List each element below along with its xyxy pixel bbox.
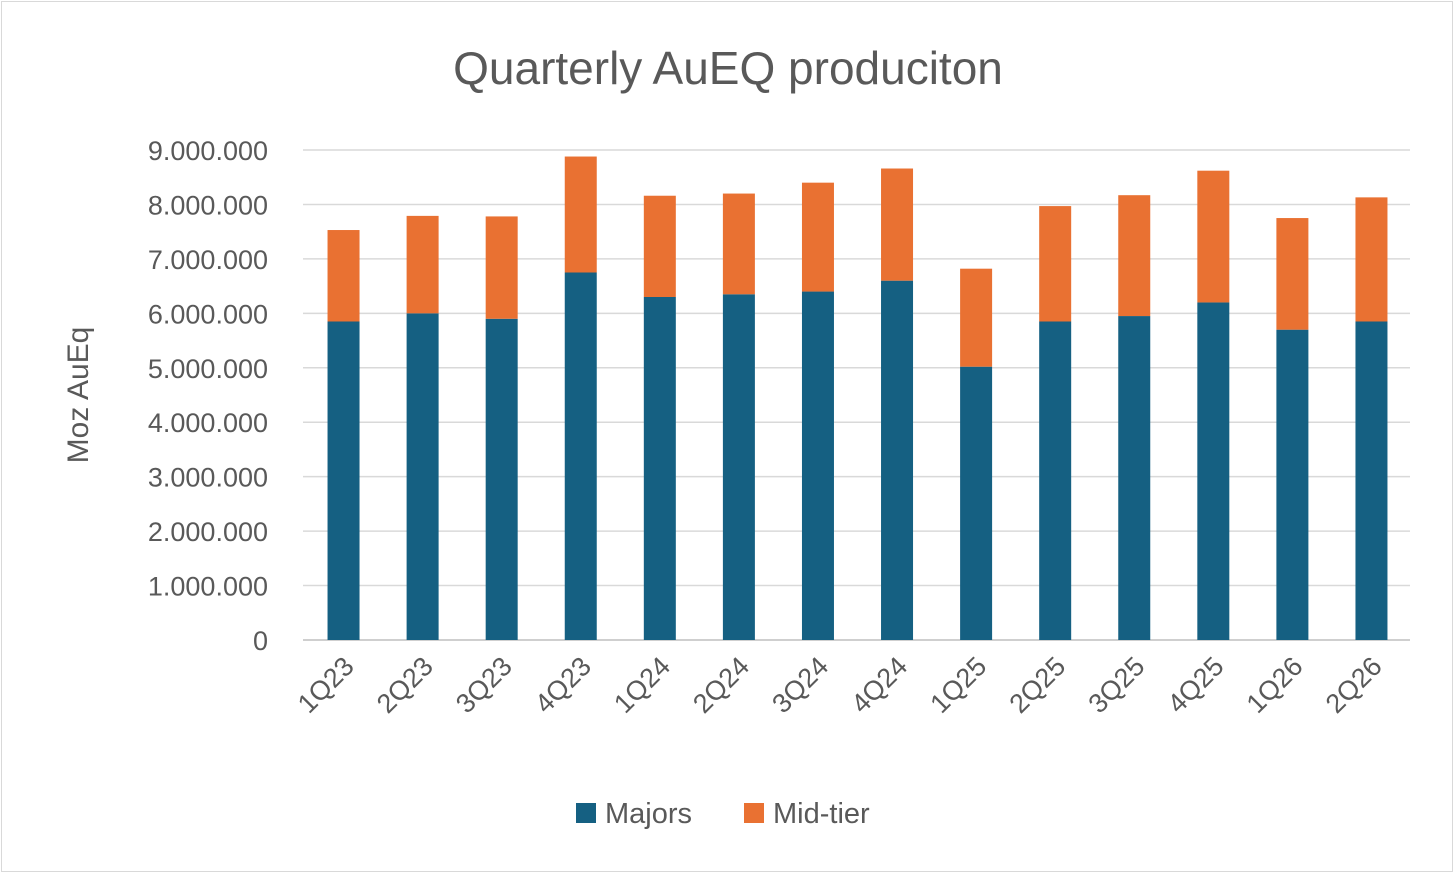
x-tick-label: 4Q25 [1162,651,1230,719]
y-tick-label: 4.000.000 [148,408,268,438]
bar-majors-3q23 [485,318,518,640]
bar-majors-1q23 [327,321,360,640]
x-axis-ticks: 1Q23 2Q23 3Q23 4Q23 1Q24 2Q24 3Q24 4Q24 1Q25 2Q25… [292,651,1388,719]
bar-majors-2q26 [1355,321,1388,640]
y-tick-label: 6.000.000 [148,299,268,329]
x-tick-label: 1Q24 [608,651,676,719]
y-tick-label: 2.000.000 [148,517,268,547]
bar-mid-tier-1q26 [1276,218,1309,330]
bar-mid-tier-3q23 [485,216,518,319]
bar-majors-2q24 [722,294,755,640]
y-tick-label: 8.000.000 [148,190,268,220]
bar-mid-tier-4q24 [881,168,914,281]
legend-entry-mid-tier: Mid-tier [744,798,870,830]
bar-mid-tier-2q25 [1039,206,1072,322]
bar-mid-tier-1q25 [960,268,993,367]
x-tick-label: 3Q24 [766,651,834,719]
bar-mid-tier-1q23 [327,230,360,322]
legend-entry-majors: Majors [576,798,692,830]
bar-mid-tier-3q25 [1118,195,1151,317]
bar-majors-3q25 [1118,316,1151,640]
bar-majors-4q25 [1197,302,1230,640]
y-axis-label: Moz AuEq [62,327,95,464]
bar-majors-3q24 [801,291,834,640]
bars [327,156,1388,640]
x-tick-label: 2Q24 [687,651,755,719]
y-tick-label: 9.000.000 [148,136,268,166]
x-tick-label: 2Q25 [1003,651,1071,719]
legend-swatch [744,803,764,823]
x-tick-label: 2Q23 [371,651,439,719]
bar-mid-tier-2q24 [722,193,755,295]
bar-majors-2q25 [1039,321,1072,640]
chart-title: Quarterly AuEQ produciton [453,42,1003,94]
x-tick-label: 1Q25 [924,651,992,719]
bar-mid-tier-2q23 [406,215,439,314]
y-axis-ticks: 0 1.000.000 2.000.000 3.000.000 4.000.000 5.0… [148,136,268,656]
y-tick-label: 0 [253,626,268,656]
bar-majors-1q26 [1276,329,1309,640]
x-tick-label: 1Q26 [1241,651,1309,719]
bar-mid-tier-4q23 [564,156,597,273]
legend-label: Majors [605,798,692,830]
bar-majors-2q23 [406,313,439,640]
x-tick-label: 4Q24 [845,651,913,719]
y-tick-label: 5.000.000 [148,354,268,384]
bar-mid-tier-4q25 [1197,170,1230,303]
x-tick-label: 1Q23 [292,651,360,719]
legend: Majors Mid-tier [576,798,870,830]
y-tick-label: 1.000.000 [148,572,268,602]
bar-majors-4q24 [881,280,914,640]
bar-mid-tier-1q24 [643,195,676,297]
x-tick-label: 3Q23 [450,651,518,719]
y-tick-label: 3.000.000 [148,463,268,493]
x-tick-label: 4Q23 [529,651,597,719]
bar-mid-tier-3q24 [801,182,834,292]
x-tick-label: 3Q25 [1083,651,1151,719]
bar-majors-4q23 [564,272,597,640]
legend-swatch [576,803,596,823]
y-tick-label: 7.000.000 [148,245,268,275]
bar-majors-1q24 [643,297,676,640]
bar-mid-tier-2q26 [1355,197,1388,322]
gridlines [303,149,1410,641]
legend-label: Mid-tier [773,798,870,830]
bar-majors-1q25 [960,366,993,640]
x-tick-label: 2Q26 [1320,651,1388,719]
